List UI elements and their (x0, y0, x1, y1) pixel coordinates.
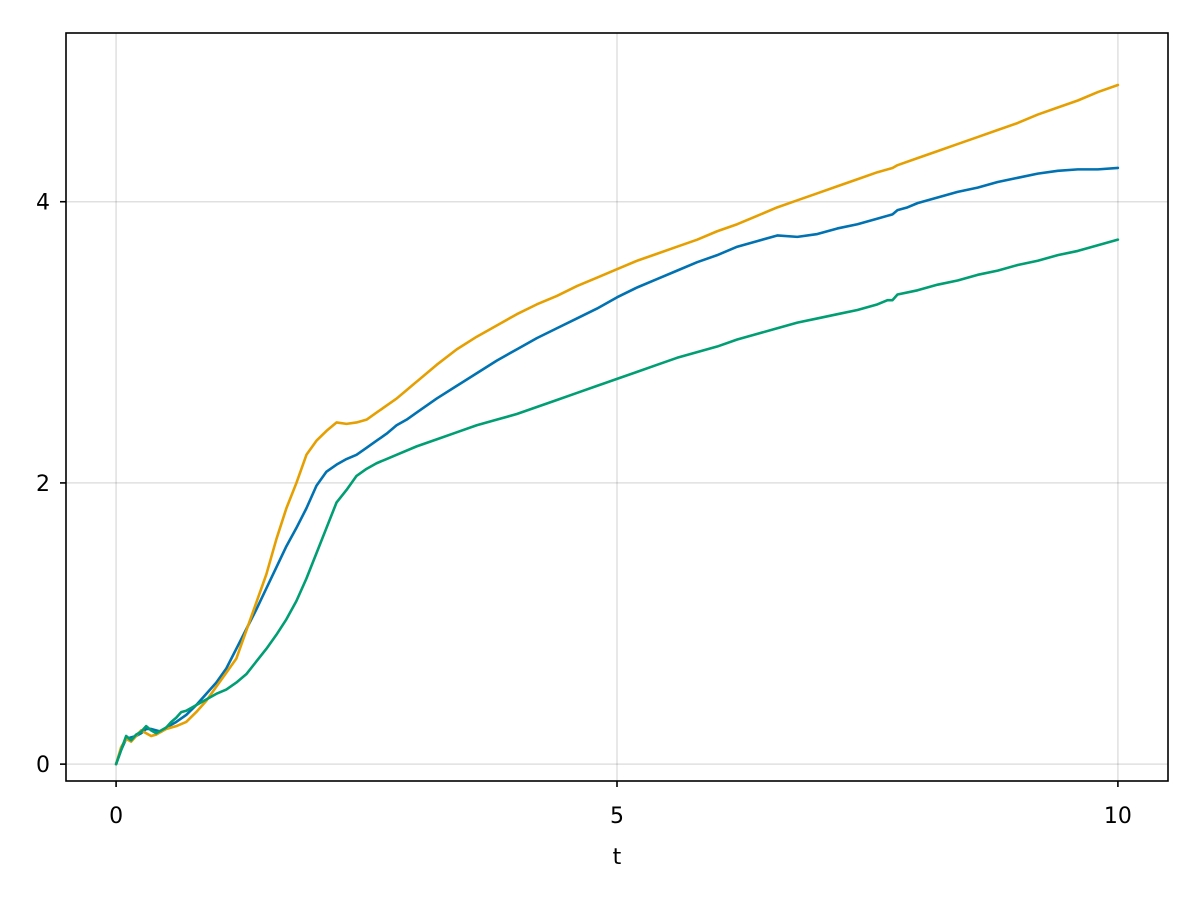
y-tick-label: 4 (36, 191, 50, 216)
grid-lines (66, 33, 1168, 781)
x-axis-label: t (613, 845, 622, 870)
axis-ticks (60, 200, 1119, 787)
series-line-2 (114, 83, 1120, 766)
y-tick-label: 0 (36, 753, 50, 778)
x-tick-label: 10 (1104, 804, 1132, 829)
series-line-3 (114, 238, 1120, 766)
series-layer (114, 83, 1120, 766)
series-line-1 (114, 166, 1120, 766)
y-tick-label: 2 (36, 472, 50, 497)
x-tick-label: 0 (109, 804, 123, 829)
x-tick-label: 5 (610, 804, 624, 829)
tick-labels: 0 5 10 0 2 4 (36, 191, 1132, 829)
